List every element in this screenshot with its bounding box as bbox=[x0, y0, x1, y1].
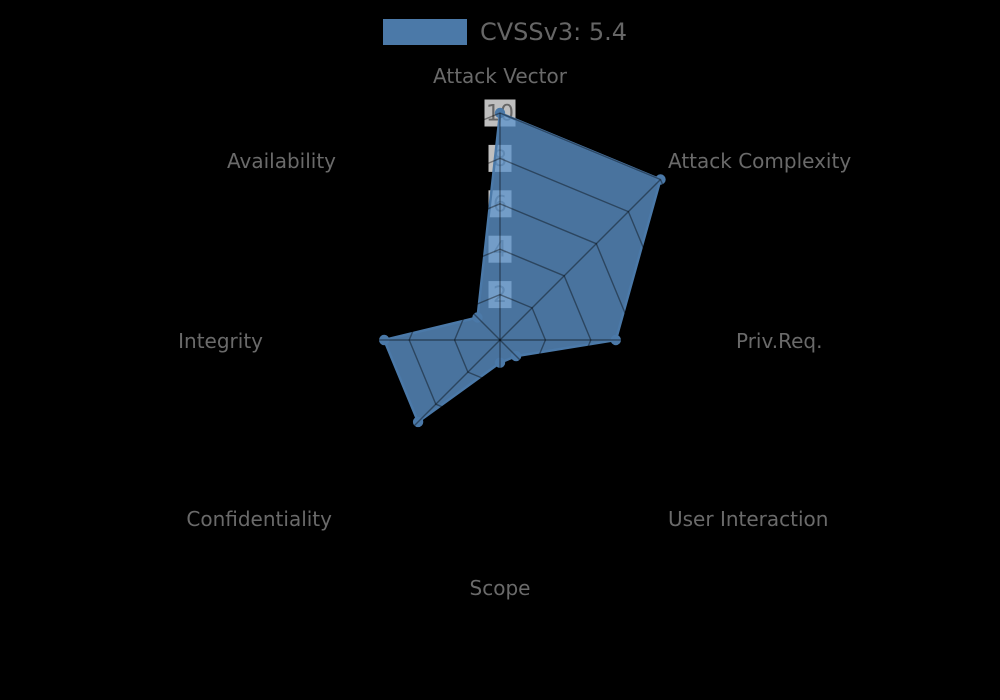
vertex-marker-attack-vector[interactable] bbox=[494, 107, 506, 119]
vertex-marker-availability[interactable] bbox=[472, 312, 483, 323]
vertex-marker-scope[interactable] bbox=[494, 357, 506, 368]
grid-ring-8 bbox=[317, 157, 683, 523]
vertex-marker-user-interaction[interactable] bbox=[510, 350, 522, 362]
series-polygon bbox=[379, 107, 666, 428]
grid-spoke-availability bbox=[339, 179, 501, 341]
axis-label-scope: Scope bbox=[470, 576, 531, 600]
axis-label-priv-req: Priv.Req. bbox=[736, 329, 822, 353]
chart-legend[interactable]: CVSSv3: 5.4 bbox=[383, 19, 627, 45]
vertex-marker-integrity[interactable] bbox=[379, 334, 390, 346]
vertex-marker-attack-complexity[interactable] bbox=[655, 174, 666, 185]
axis-labels: Attack Vector Attack Complexity Priv.Req. U… bbox=[178, 64, 851, 600]
grid-ring-2 bbox=[453, 293, 547, 387]
grid-ring-4 bbox=[408, 248, 592, 432]
vertex-marker-priv-req[interactable] bbox=[610, 334, 621, 346]
axis-label-attack-vector: Attack Vector bbox=[433, 64, 568, 88]
grid-web bbox=[272, 112, 728, 568]
axis-label-attack-complexity: Attack Complexity bbox=[668, 149, 851, 173]
grid-ring-10 bbox=[272, 112, 728, 568]
grid-spoke-user-interaction bbox=[499, 339, 661, 501]
legend-swatch bbox=[383, 19, 467, 45]
vertex-marker-confidentiality[interactable] bbox=[412, 416, 424, 428]
grid-spoke-confidentiality bbox=[339, 339, 501, 501]
axis-label-user-interaction: User Interaction bbox=[668, 507, 828, 531]
axis-label-integrity: Integrity bbox=[178, 329, 263, 353]
axis-label-availability: Availability bbox=[227, 149, 336, 173]
legend-label: CVSSv3: 5.4 bbox=[480, 18, 627, 46]
axis-label-confidentiality: Confidentiality bbox=[186, 507, 332, 531]
grid-spoke-attack-complexity bbox=[499, 179, 661, 341]
grid-ring-6 bbox=[363, 203, 637, 477]
